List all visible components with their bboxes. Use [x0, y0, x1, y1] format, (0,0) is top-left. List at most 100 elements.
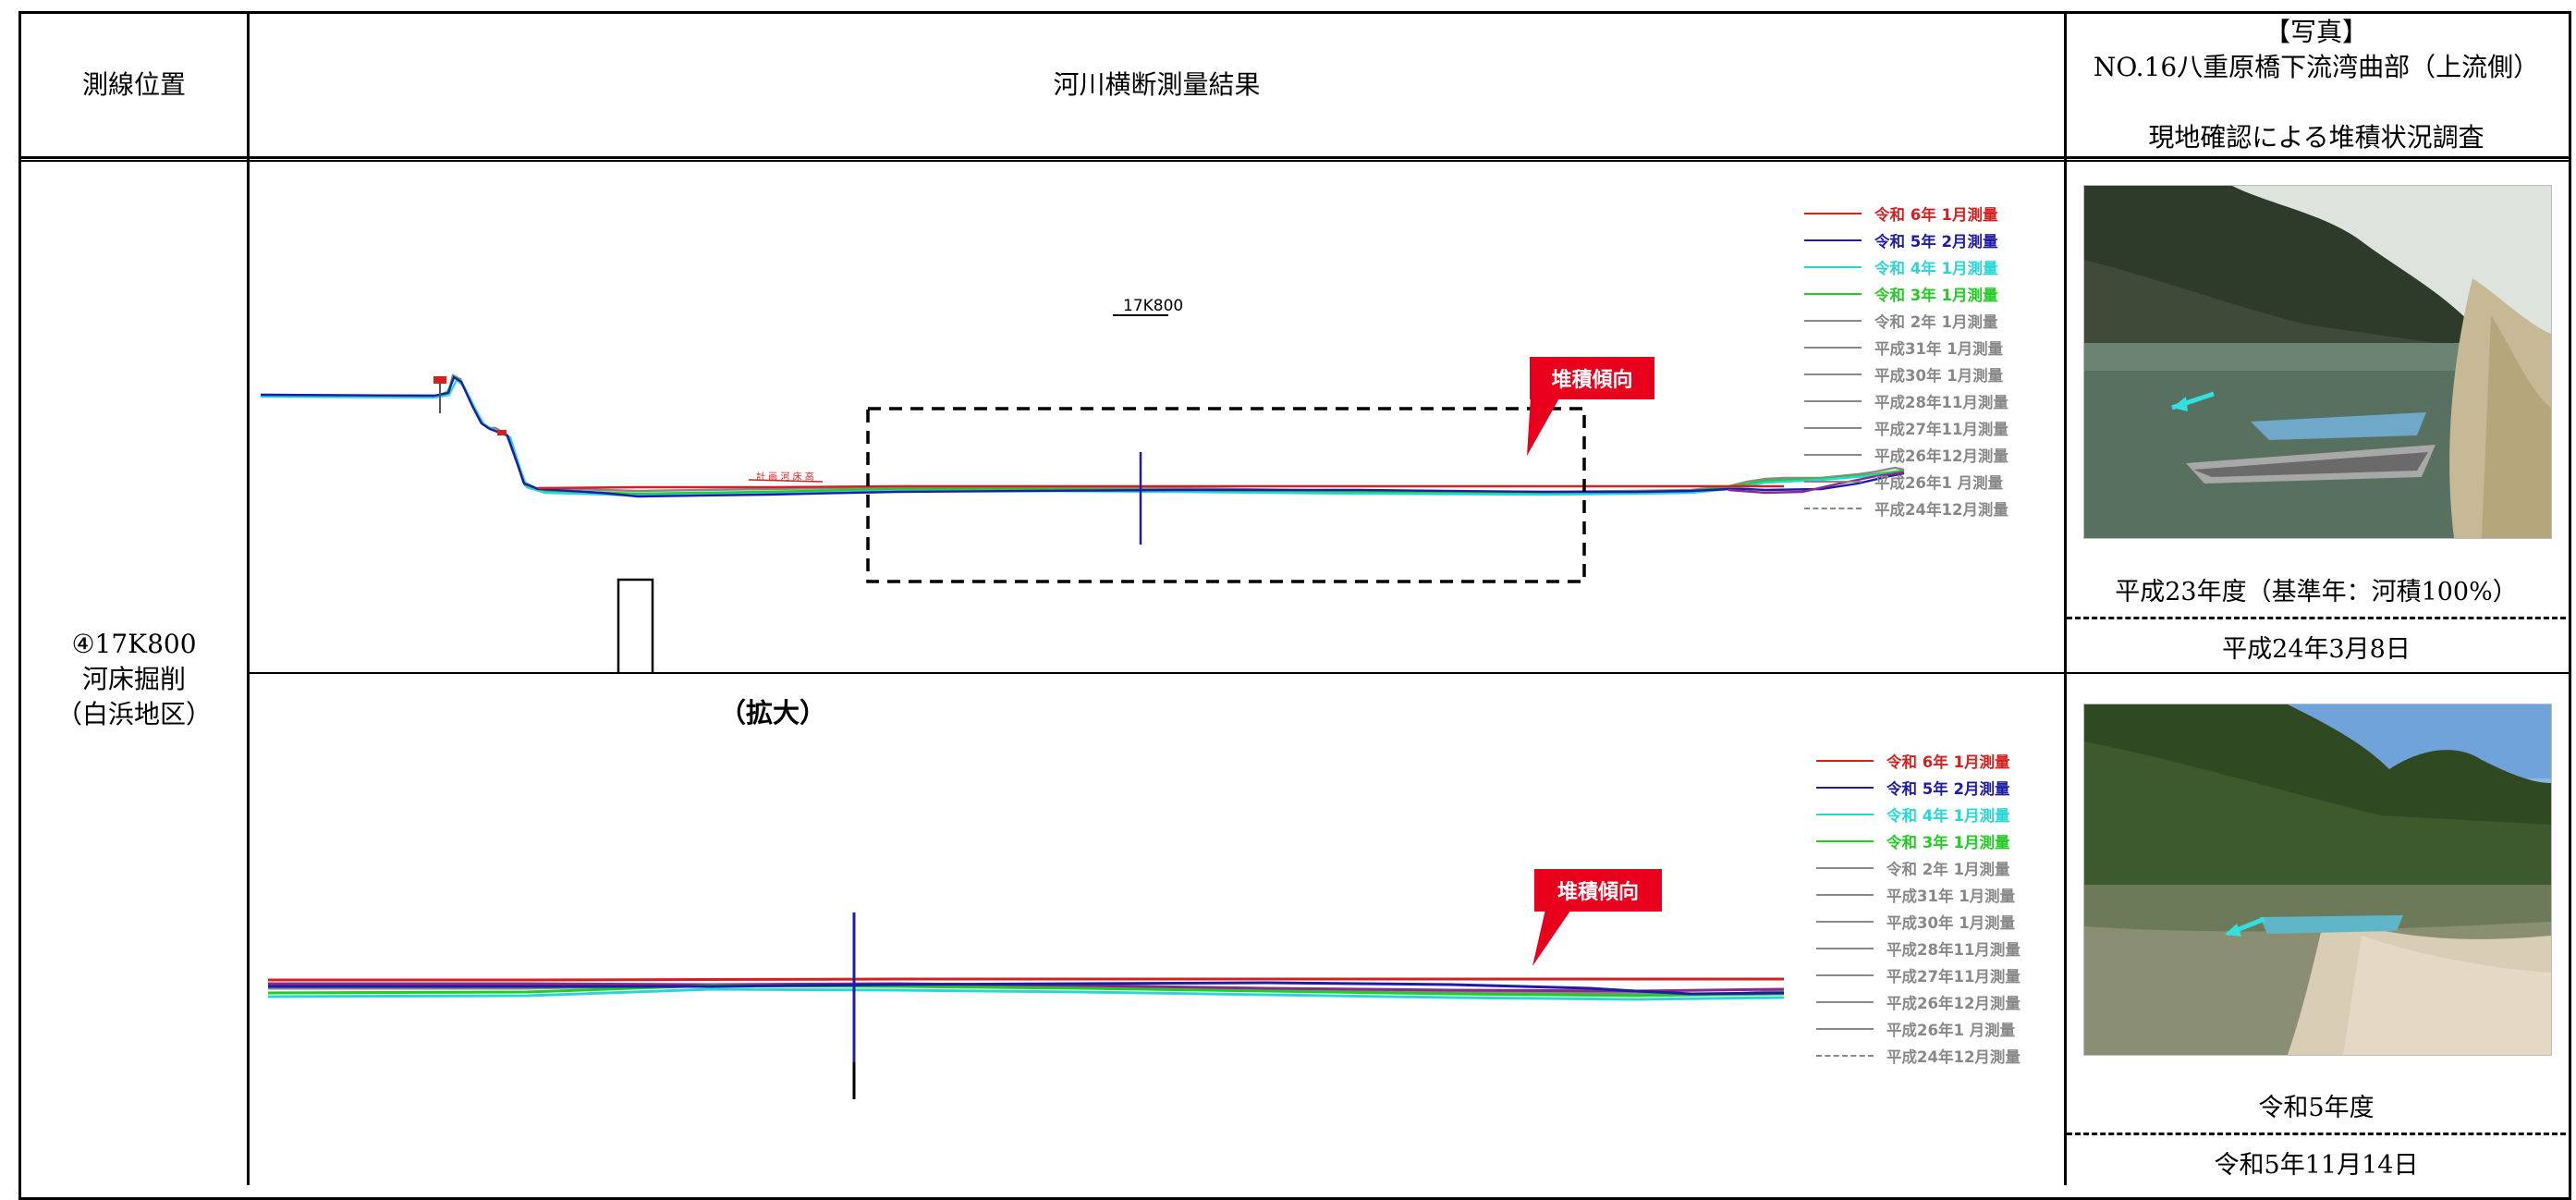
callout-tail-lower [1532, 901, 1577, 966]
legend-label: 令和 5年 2月測量 [1874, 232, 1998, 251]
cross-section-zoom [267, 901, 1785, 1099]
legend-line [1804, 426, 1862, 429]
legend-line [1816, 973, 1874, 976]
callout-upper-text: 堆積傾向 [1551, 369, 1633, 392]
legend-label: 平成26年12月測量 [1886, 994, 2021, 1012]
column-divider-1 [247, 11, 250, 1185]
legend-line [1816, 1027, 1874, 1030]
legend-label: 令和 6年 1月測量 [1886, 753, 2010, 771]
zoom-arrow [617, 578, 654, 672]
legend-line [1804, 319, 1862, 322]
zoom-profile-red [268, 977, 1784, 982]
zoom-label: （拡大） [719, 697, 827, 729]
legend-label: 平成27年11月測量 [1874, 420, 2008, 438]
photo-2012-caption-divider [2067, 617, 2566, 619]
legend-upper: 令和 6年 1月測量 令和 5年 2月測量 令和 4年 1月測量 令和 3年 1… [1804, 200, 2045, 521]
header-location-text: 測線位置 [81, 69, 186, 100]
legend-label: 令和 2年 1月測量 [1886, 860, 2010, 878]
legend-item: 平成28年11月測量 [1816, 935, 2057, 961]
legend-line [1804, 373, 1862, 375]
legend-item: 令和 4年 1月測量 [1816, 801, 2057, 827]
legend-line [1804, 507, 1862, 509]
photo-2023 [2083, 704, 2552, 1056]
legend-label: 令和 3年 1月測量 [1874, 286, 1998, 304]
header-survey-results: 河川横断測量結果 [250, 14, 2064, 156]
legend-label: 平成26年12月測量 [1874, 447, 2008, 465]
legend-line [1804, 480, 1862, 483]
photo-2012-caption: 平成23年度（基準年：河積100%） [2115, 578, 2518, 606]
legend-line [1816, 759, 1874, 762]
marker-flag-1 [433, 376, 446, 384]
zoom-profile-cyan [267, 987, 1785, 1001]
legend-label: 平成28年11月測量 [1886, 940, 2021, 959]
zoom-area-box [866, 407, 1586, 583]
photo-2023-caption-divider [2067, 1133, 2566, 1135]
legend-line [1816, 920, 1874, 923]
header-photo: 【写真】 NO.16八重原橋下流湾曲部（上流側） 現地確認による堆積状況調査 [2067, 14, 2566, 156]
photo-2012 [2083, 185, 2552, 539]
row-divider [247, 672, 2569, 674]
header-photo-line2: NO.16八重原橋下流湾曲部（上流側） [2093, 52, 2540, 82]
callout-upper: 堆積傾向 [1530, 357, 1654, 399]
profile-red [537, 484, 1784, 490]
header-photo-line1: 【写真】 [2264, 17, 2368, 47]
legend-item: 令和 6年 1月測量 [1804, 200, 2045, 227]
column-divider-2 [2064, 11, 2067, 1185]
legend-line [1804, 346, 1862, 349]
legend-item: 令和 5年 2月測量 [1816, 774, 2057, 801]
legend-label: 令和 6年 1月測量 [1874, 205, 1998, 224]
legend-label: 令和 2年 1月測量 [1874, 312, 1998, 331]
location-cell: ④17K800 河床掘削 （白浜地区） [21, 624, 247, 735]
callout-tail-upper [1527, 397, 1560, 456]
photo-2012-date: 平成24年3月8日 [2222, 635, 2411, 664]
location-work: 河床掘削 [81, 664, 186, 694]
photo-2023-caption: 令和5年度 [2258, 1094, 2375, 1122]
legend-line [1816, 866, 1874, 869]
legend-line [1816, 786, 1874, 789]
legend-label: 平成28年11月測量 [1874, 393, 2008, 411]
legend-item: 令和 4年 1月測量 [1804, 253, 2045, 280]
legend-label: 平成30年 1月測量 [1886, 913, 2016, 932]
legend-item: 平成26年12月測量 [1816, 988, 2057, 1015]
profile-purple [1728, 471, 1905, 495]
legend-line [1804, 292, 1862, 295]
legend-label: 令和 4年 1月測量 [1886, 806, 2010, 825]
location-area: （白浜地区） [55, 699, 212, 729]
legend-label: 平成31年 1月測量 [1886, 887, 2016, 905]
legend-item: 令和 2年 1月測量 [1804, 307, 2045, 334]
hwl-tick [748, 479, 824, 483]
photo-2023-date: 令和5年11月14日 [2214, 1151, 2419, 1180]
hwl-label: 計 画 河 床 高 [756, 471, 814, 483]
legend-item: 平成24年12月測量 [1816, 1042, 2057, 1069]
legend-line [1804, 239, 1862, 241]
legend-line [1816, 1000, 1874, 1003]
legend-line [1816, 839, 1874, 842]
legend-label: 平成31年 1月測量 [1874, 339, 2004, 358]
profile-blue [260, 375, 1905, 498]
legend-label: 令和 3年 1月測量 [1886, 833, 2010, 851]
header-location: 測線位置 [21, 14, 247, 156]
legend-label: 平成30年 1月測量 [1874, 366, 2004, 385]
legend-line [1804, 212, 1862, 214]
location-station: ④17K800 [71, 629, 197, 659]
header-photo-line3: 現地確認による堆積状況調査 [2148, 122, 2484, 153]
legend-line [1804, 453, 1862, 456]
header-survey-text: 河川横断測量結果 [1053, 69, 1261, 100]
legend-line [1816, 947, 1874, 949]
legend-item: 平成26年1 月測量 [1804, 468, 2045, 495]
zoom-profile-green [267, 984, 1785, 998]
photo-2023-image [2084, 704, 2551, 1055]
section-label: 17K800 [1123, 297, 1183, 315]
legend-item: 令和 3年 1月測量 [1804, 280, 2045, 307]
legend-item: 令和 6年 1月測量 [1816, 747, 2057, 774]
marker-flag-2 [497, 430, 507, 435]
legend-item: 平成27年11月測量 [1804, 414, 2045, 441]
legend-lower: 令和 6年 1月測量 令和 5年 2月測量 令和 4年 1月測量 令和 3年 1… [1816, 747, 2057, 1069]
legend-item: 令和 5年 2月測量 [1804, 227, 2045, 253]
profile-gray [260, 373, 1905, 494]
cross-section-full: 計 画 河 床 高 17K800 [260, 297, 1905, 672]
legend-line [1816, 813, 1874, 815]
legend-item: 平成30年 1月測量 [1816, 908, 2057, 935]
legend-item: 平成24年12月測量 [1804, 495, 2045, 521]
legend-label: 平成24年12月測量 [1874, 500, 2008, 519]
